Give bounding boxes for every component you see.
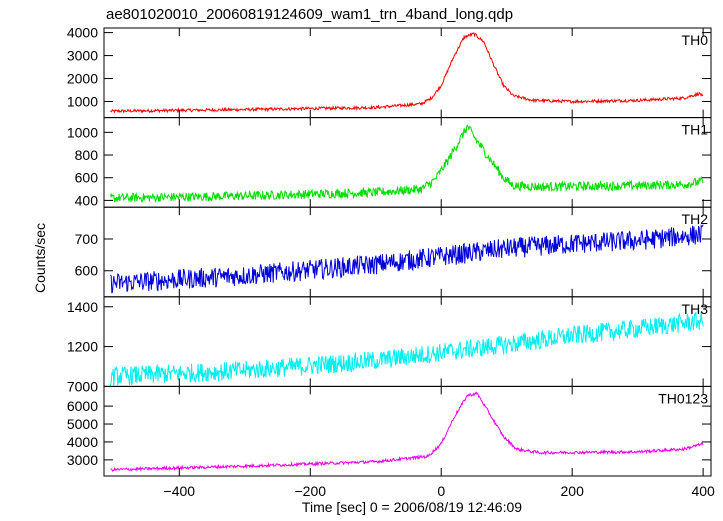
panel-frame bbox=[103, 296, 712, 387]
y-tick-label: 1200 bbox=[67, 339, 98, 355]
chart-title: ae801020010_20060819124609_wam1_trn_4ban… bbox=[106, 6, 513, 23]
series-line-th0 bbox=[110, 32, 704, 114]
x-tick-label: −200 bbox=[294, 483, 326, 499]
series-line-th3 bbox=[110, 311, 704, 386]
y-tick-label: 1000 bbox=[67, 94, 98, 110]
panel-frame bbox=[103, 206, 712, 298]
panel-label-th0: TH0 bbox=[682, 32, 709, 48]
panel-label-th0123: TH0123 bbox=[658, 390, 708, 406]
y-tick-label: 2000 bbox=[67, 71, 98, 87]
y-tick-label: 400 bbox=[75, 192, 99, 208]
y-tick-label: 800 bbox=[75, 147, 99, 163]
panel-th0: 1000 2000 3000 4000 TH0 bbox=[67, 25, 712, 119]
panel-label-th1: TH1 bbox=[682, 122, 709, 138]
y-tick-label: 1400 bbox=[67, 299, 98, 315]
x-tick-label: 200 bbox=[561, 483, 585, 499]
x-tick-label: −400 bbox=[164, 483, 196, 499]
series-line-th1 bbox=[110, 124, 704, 204]
y-tick-label-extra: 7000 bbox=[67, 378, 98, 394]
series-line-th0123 bbox=[110, 391, 704, 472]
panel-frame bbox=[103, 385, 712, 477]
x-tick-label: 400 bbox=[691, 483, 715, 499]
panel-th1: 400 600 800 1000 TH1 bbox=[67, 117, 712, 208]
series-line-th2 bbox=[110, 224, 704, 294]
y-tick-label: 6000 bbox=[67, 398, 98, 414]
panel-th3: 1200 1400 TH3 bbox=[67, 296, 712, 387]
panel-th0123: 3000 4000 5000 6000 TH0123 bbox=[67, 385, 712, 477]
y-tick-label: 600 bbox=[75, 170, 99, 186]
panel-label-th2: TH2 bbox=[682, 211, 709, 227]
y-tick-label: 3000 bbox=[67, 48, 98, 64]
x-tick-label: 0 bbox=[437, 483, 445, 499]
y-tick-label: 4000 bbox=[67, 434, 98, 450]
panel-label-th3: TH3 bbox=[682, 301, 709, 317]
y-tick-label: 600 bbox=[75, 263, 99, 279]
y-tick-label: 700 bbox=[75, 231, 99, 247]
y-axis-label: Counts/sec bbox=[32, 223, 48, 293]
y-tick-label: 4000 bbox=[67, 25, 98, 41]
y-tick-label: 1000 bbox=[67, 124, 98, 140]
panel-th2: 600 700 TH2 bbox=[75, 206, 712, 298]
y-tick-label: 3000 bbox=[67, 452, 98, 468]
y-tick-label: 5000 bbox=[67, 416, 98, 432]
x-axis-label: Time [sec] 0 = 2006/08/19 12:46:09 bbox=[302, 499, 522, 515]
